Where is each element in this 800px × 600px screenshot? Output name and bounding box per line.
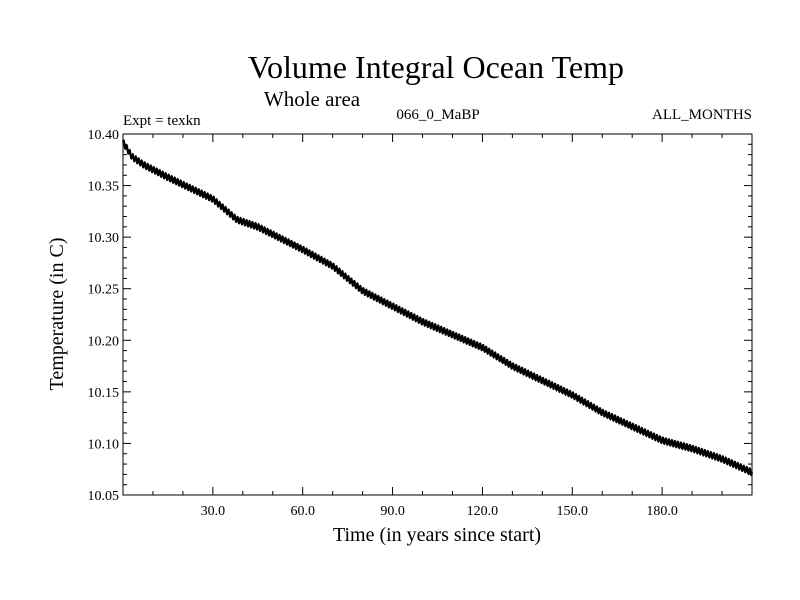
x-tick-label: 30.0 (201, 504, 226, 519)
y-tick-label: 10.05 (88, 489, 120, 504)
x-axis-label: Time (in years since start) (333, 524, 541, 546)
months-label: ALL_MONTHS (652, 107, 752, 123)
y-tick-label: 10.15 (88, 386, 120, 401)
x-tick-label: 180.0 (646, 504, 678, 519)
x-tick-label: 120.0 (467, 504, 499, 519)
x-tick-label: 150.0 (557, 504, 589, 519)
x-tick-label: 90.0 (380, 504, 405, 519)
y-tick-label: 10.40 (88, 128, 120, 143)
series-line (122, 139, 753, 477)
y-tick-label: 10.30 (88, 231, 120, 246)
y-tick-label: 10.10 (88, 437, 120, 452)
chart-title: Volume Integral Ocean Temp (248, 49, 624, 85)
series-layer (122, 139, 753, 477)
axis-ticks: 30.0 60.0 90.0 120.0 150.0 180.0 10.05 10.10 10.… (88, 128, 752, 519)
y-axis-label: Temperature (in C) (46, 238, 68, 391)
experiment-label: Expt = texkn (123, 113, 201, 129)
y-tick-label: 10.20 (88, 334, 120, 349)
period-label: 066_0_MaBP (396, 107, 479, 123)
y-tick-label: 10.25 (88, 283, 120, 298)
y-tick-label: 10.35 (88, 180, 120, 195)
x-tick-label: 60.0 (290, 504, 315, 519)
chart-subtitle: Whole area (264, 87, 361, 111)
plot-frame (122, 133, 753, 496)
